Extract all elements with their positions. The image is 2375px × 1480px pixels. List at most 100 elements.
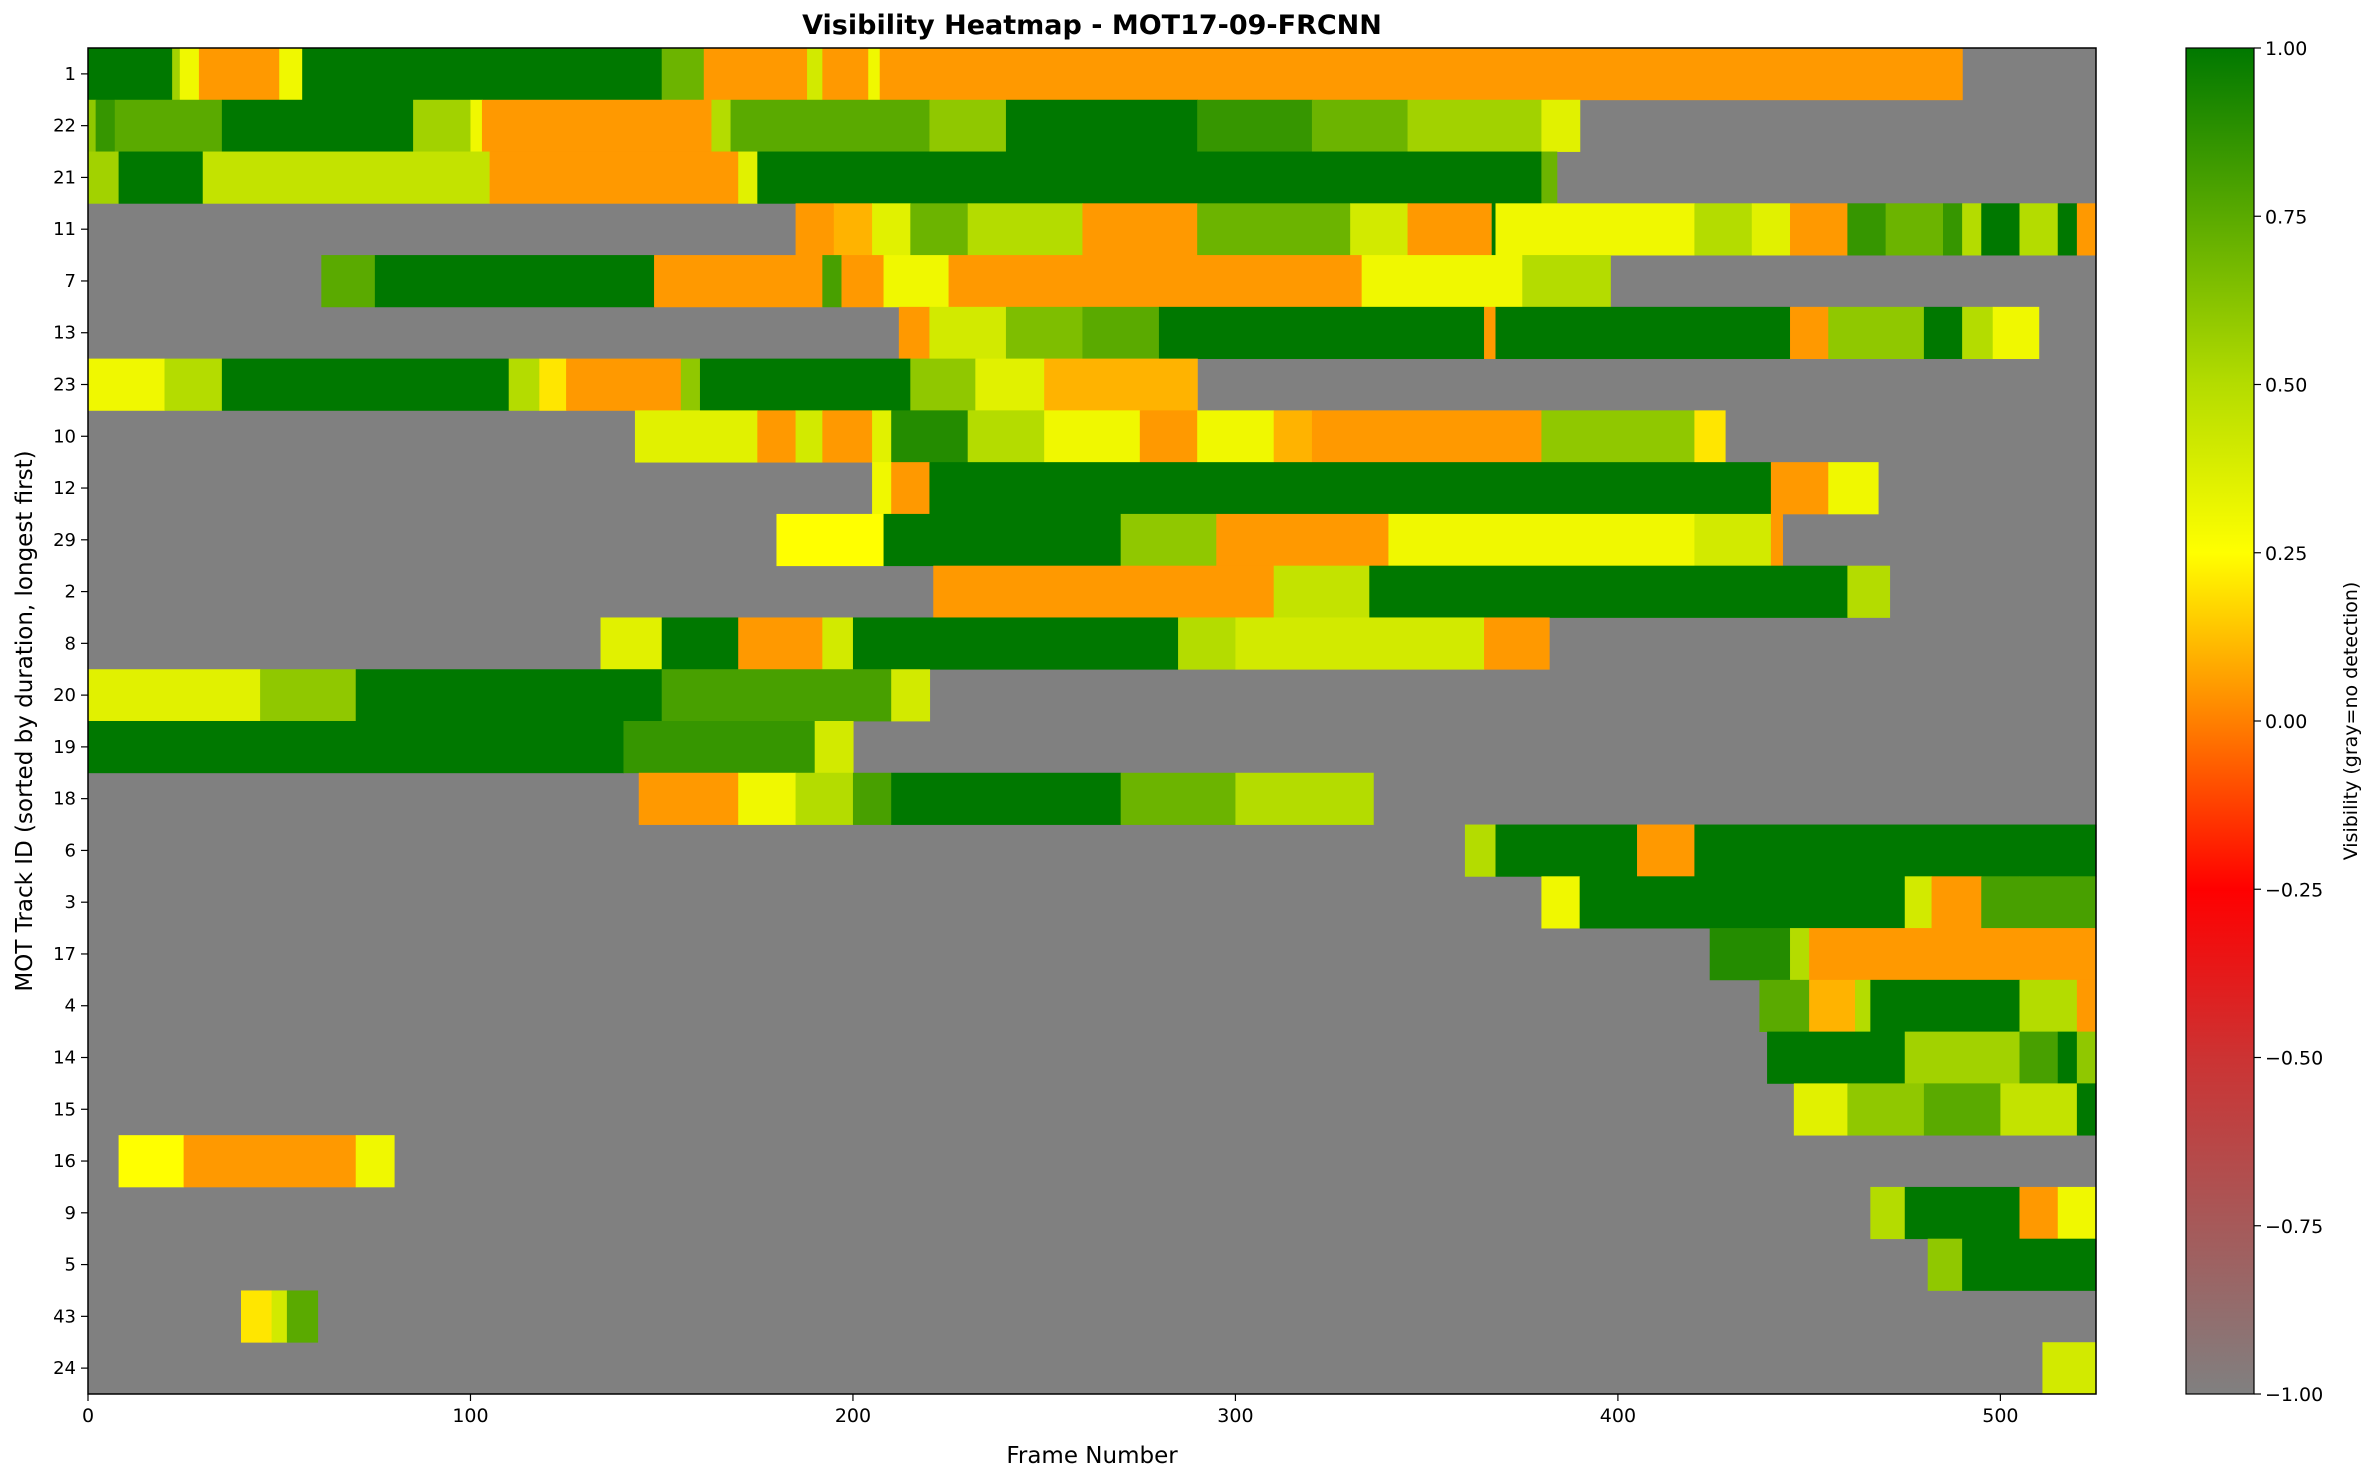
- heatmap-cell: [776, 513, 885, 567]
- heatmap-cell: [711, 99, 732, 152]
- x-axis: 0 100 200 300 400 500: [82, 1394, 2019, 1427]
- heatmap-cell: [1962, 203, 1982, 256]
- heatmap-cell: [1311, 99, 1409, 152]
- heatmap-cell: [1541, 151, 1558, 204]
- heatmap-cell: [883, 513, 1122, 567]
- heatmap-cell: [1197, 99, 1313, 152]
- heatmap-cell: [1120, 772, 1237, 825]
- heatmap-cell: [948, 255, 1363, 308]
- heatmap-cell: [2019, 979, 2078, 1033]
- heatmap-cell: [1870, 979, 2021, 1033]
- heatmap-cell: [883, 255, 950, 308]
- heatmap-plot-area: [88, 48, 2097, 1395]
- y-tick-label: 2: [65, 582, 76, 603]
- heatmap-cell: [183, 1135, 357, 1188]
- colorbar-label: Visibility (gray=no detection): [2340, 582, 2362, 861]
- heatmap-cell: [1709, 928, 1791, 981]
- y-tick-label: 9: [65, 1203, 76, 1224]
- heatmap-cell: [1931, 876, 1982, 929]
- y-tick-label: 1: [65, 64, 76, 85]
- heatmap-cell: [967, 410, 1045, 463]
- colorbar-tick-label: −0.75: [2265, 1216, 2323, 1238]
- colorbar-tick-label: 0.25: [2265, 543, 2307, 565]
- colorbar-tick-label: 0.75: [2265, 206, 2307, 228]
- colorbar-tick-label: −0.25: [2265, 879, 2323, 901]
- heatmap-cell: [1790, 306, 1829, 360]
- x-axis-label: Frame Number: [1006, 1443, 1178, 1469]
- track-row-17: [1709, 928, 2097, 981]
- heatmap-cell: [1923, 306, 1963, 360]
- heatmap-cell: [1491, 203, 1497, 256]
- heatmap-cell: [898, 306, 931, 360]
- colorbar-tick-label: −1.00: [2265, 1384, 2323, 1406]
- heatmap-cell: [822, 410, 873, 463]
- heatmap-cell: [2019, 203, 2059, 256]
- heatmap-cell: [1904, 876, 1933, 929]
- y-tick-label: 12: [53, 478, 76, 499]
- heatmap-cell: [1694, 203, 1753, 256]
- heatmap-cell: [1904, 1031, 2021, 1084]
- heatmap-cell: [114, 99, 223, 152]
- y-tick-label: 4: [65, 996, 76, 1017]
- heatmap-cell: [1943, 203, 1963, 256]
- heatmap-cell: [1311, 410, 1543, 463]
- track-row-7: [321, 255, 1611, 308]
- y-tick-label: 16: [53, 1151, 76, 1172]
- colorbar-tick-label: 0.00: [2265, 711, 2307, 733]
- heatmap-cell: [198, 48, 280, 101]
- colorbar-tick-label: 0.50: [2265, 375, 2307, 397]
- heatmap-cell: [1369, 565, 1848, 618]
- track-row-12: [872, 462, 1879, 515]
- y-axis: 1 22 21 11 7 13 23 10 12 29 2 8 20 19 18 6 3 17 4 14 15 16 9 5 4…: [53, 64, 88, 1379]
- x-tick-label: 200: [835, 1405, 871, 1427]
- heatmap-cell: [1847, 1083, 1925, 1136]
- heatmap-cell: [2076, 1083, 2097, 1136]
- heatmap-cell: [1793, 1083, 1848, 1136]
- y-tick-label: 19: [53, 737, 76, 758]
- heatmap-cell: [374, 255, 655, 308]
- heatmap-cell: [279, 48, 303, 101]
- heatmap-cell: [833, 203, 873, 256]
- heatmap-cell: [1541, 410, 1695, 463]
- colorbar-tick-label: 1.00: [2265, 38, 2307, 60]
- heatmap-cell: [661, 617, 739, 670]
- y-tick-label: 11: [53, 219, 76, 240]
- track-row-29: [776, 513, 1783, 567]
- y-tick-label: 14: [53, 1048, 76, 1069]
- heatmap-cell: [413, 99, 472, 152]
- track-row-14: [1767, 1031, 2097, 1084]
- plot-frame: [87, 47, 2097, 1395]
- heatmap-cell: [1790, 203, 1848, 256]
- heatmap-cell: [703, 48, 808, 101]
- heatmap-cell: [1082, 203, 1198, 256]
- heatmap-cell: [634, 410, 758, 463]
- heatmap-cell: [260, 669, 357, 722]
- heatmap-cell: [1120, 513, 1217, 567]
- heatmap-cell: [88, 358, 166, 411]
- heatmap-cell: [1522, 255, 1611, 308]
- track-row-20: [88, 669, 931, 722]
- heatmap-cell: [1790, 928, 1810, 981]
- heatmap-cell: [88, 99, 97, 152]
- heatmap-cell: [1235, 772, 1374, 825]
- track-row-21: [88, 151, 1558, 204]
- heatmap-cell: [2076, 1031, 2097, 1084]
- heatmap-cell: [868, 48, 881, 101]
- y-tick-label: 15: [53, 1099, 76, 1120]
- heatmap-cell: [1694, 410, 1726, 463]
- x-tick-label: 500: [1982, 1405, 2018, 1427]
- heatmap-cell: [1847, 203, 1887, 256]
- heatmap-cell: [738, 772, 797, 825]
- heatmap-cell: [1178, 617, 1237, 670]
- heatmap-cell: [481, 99, 713, 152]
- heatmap-cell: [566, 358, 682, 411]
- heatmap-cell: [638, 772, 739, 825]
- heatmap-cell: [975, 358, 1045, 411]
- y-tick-label: 18: [53, 789, 76, 810]
- heatmap-cell: [164, 358, 223, 411]
- y-tick-label: 43: [53, 1306, 76, 1327]
- y-tick-label: 23: [53, 375, 76, 396]
- heatmap-cell: [1759, 979, 1810, 1033]
- track-row-24: [2042, 1342, 2097, 1395]
